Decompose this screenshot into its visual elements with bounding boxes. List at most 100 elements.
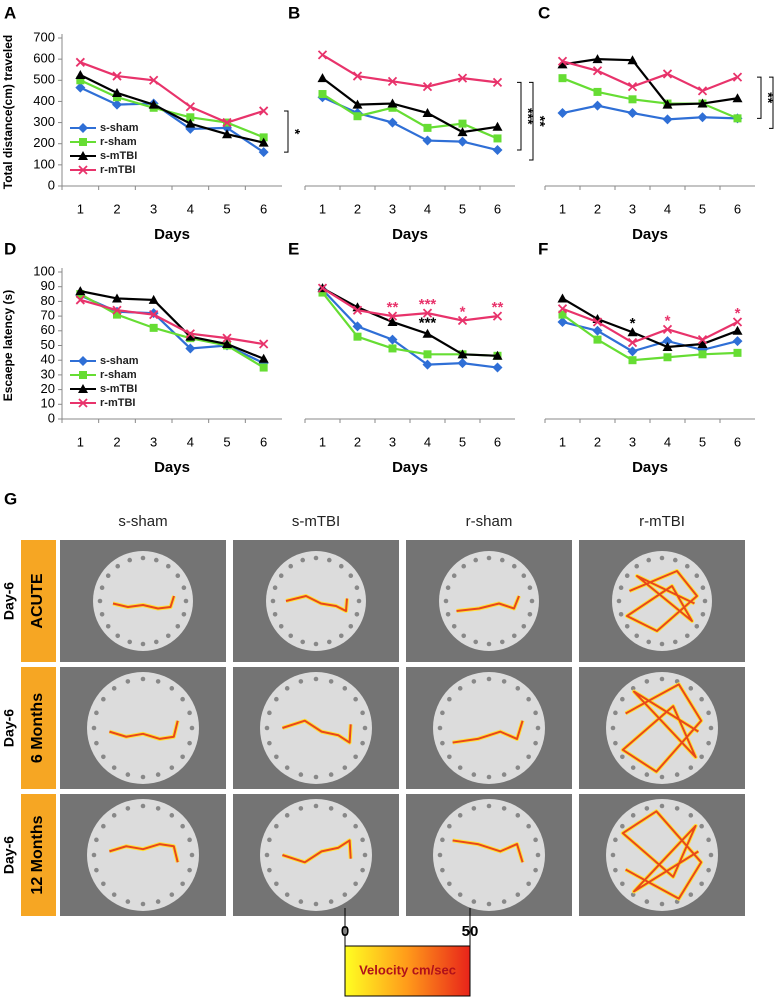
marker — [422, 359, 433, 370]
marker — [627, 337, 638, 348]
maze-hole — [471, 679, 477, 684]
maze-hole — [526, 754, 531, 760]
maze-hole — [644, 899, 650, 904]
marker — [558, 74, 567, 83]
legend-label: r-mTBI — [100, 397, 135, 409]
marker — [457, 315, 468, 326]
trajectory — [626, 570, 698, 632]
series-line — [322, 96, 498, 152]
marker — [222, 129, 232, 139]
maze-hole — [535, 852, 541, 858]
maze-hole — [610, 852, 616, 858]
marker — [422, 108, 433, 118]
marker — [557, 293, 568, 303]
maze-hole — [535, 725, 541, 731]
marker — [732, 72, 743, 82]
marker — [422, 81, 433, 92]
y-tick-label: 500 — [33, 72, 55, 87]
maze-hole — [644, 806, 650, 811]
maze-hole — [610, 725, 616, 731]
maze-hole — [127, 557, 133, 563]
maze-hole — [445, 611, 451, 617]
significance: * — [665, 312, 671, 329]
series-line — [562, 58, 738, 106]
maze-hole — [264, 852, 270, 858]
maze-hole — [694, 623, 700, 629]
marker — [222, 333, 232, 343]
marker — [733, 348, 742, 357]
maze-hole — [620, 823, 625, 829]
row-day: Day-6 — [1, 836, 17, 874]
panel-letter: F — [538, 239, 548, 258]
x-tick-label: 3 — [629, 201, 636, 216]
maze-hole — [180, 696, 185, 702]
maze-hole — [440, 710, 445, 716]
x-tick-label: 6 — [494, 434, 501, 449]
maze-hole — [270, 598, 276, 604]
maze-hole — [620, 696, 625, 702]
maze-hole — [659, 676, 665, 682]
marker — [457, 127, 468, 137]
marker — [352, 321, 363, 332]
maze-hole — [646, 639, 652, 645]
maze-hole — [328, 772, 334, 777]
x-axis-label: Days — [392, 459, 428, 476]
maze-hole — [533, 710, 538, 716]
marker — [423, 123, 432, 132]
y-tick-label: 300 — [33, 114, 55, 129]
y-tick-label: 700 — [33, 29, 55, 44]
maze-hole — [155, 806, 161, 811]
maze-arena — [433, 672, 545, 784]
maze-hole — [644, 679, 650, 684]
maze-hole — [440, 837, 445, 843]
maze-hole — [688, 813, 694, 818]
marker — [387, 117, 398, 128]
marker — [387, 76, 398, 86]
maze-hole — [630, 813, 636, 818]
maze-hole — [125, 806, 131, 811]
maze-hole — [140, 555, 146, 561]
marker — [75, 295, 85, 305]
marker — [457, 73, 468, 83]
maze-hole — [284, 813, 290, 818]
maze-hole — [362, 725, 368, 731]
series-line — [561, 297, 738, 349]
marker — [697, 98, 708, 108]
trajectory — [452, 839, 524, 863]
maze-hole — [111, 813, 117, 818]
y-tick-label: 600 — [33, 51, 55, 66]
row-tag — [21, 540, 56, 662]
maze-hole — [457, 765, 463, 770]
marker — [593, 87, 602, 96]
maze-hole — [501, 806, 507, 811]
maze-hole — [274, 696, 279, 702]
marker — [457, 349, 468, 359]
marker — [592, 54, 603, 64]
maze-hole — [354, 611, 360, 617]
marker — [318, 288, 327, 297]
x-tick-label: 1 — [319, 201, 326, 216]
legend-label: r-sham — [100, 369, 137, 381]
maze-hole — [140, 803, 146, 809]
maze-hole — [457, 892, 463, 897]
maze-hole — [180, 823, 185, 829]
trajectory — [621, 810, 703, 900]
row-time: 6 Months — [29, 693, 46, 763]
y-tick-label: 100 — [33, 263, 55, 278]
maze-hole — [101, 881, 106, 887]
maze-hole — [175, 573, 181, 579]
marker — [222, 117, 232, 128]
marker — [78, 123, 88, 133]
marker — [352, 71, 363, 81]
maze-hole — [451, 573, 457, 579]
y-tick-label: 30 — [41, 366, 55, 381]
maze-hole — [298, 679, 304, 684]
maze-hole — [613, 837, 618, 843]
x-tick-label: 5 — [459, 434, 466, 449]
maze-hole — [101, 696, 106, 702]
maze-hole — [529, 598, 535, 604]
panel-letter: G — [4, 489, 17, 508]
marker — [493, 134, 502, 143]
column-header: s-mTBI — [292, 513, 340, 530]
x-tick-label: 3 — [629, 434, 636, 449]
